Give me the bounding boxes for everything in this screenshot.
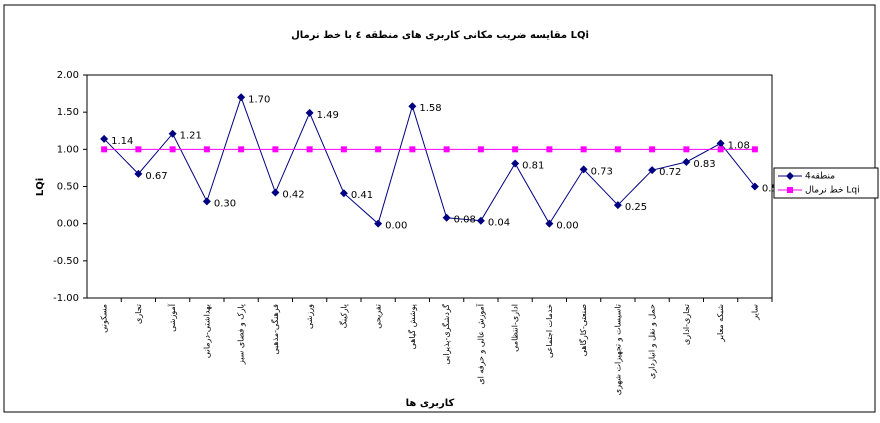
value-label: 0.25 bbox=[625, 202, 647, 213]
x-tick-label: تاسیسات و تجهیزات شهری bbox=[613, 304, 622, 395]
value-label: 0.00 bbox=[385, 221, 407, 232]
point bbox=[375, 146, 382, 153]
point bbox=[409, 146, 416, 153]
point bbox=[305, 108, 314, 117]
point bbox=[682, 157, 691, 166]
point bbox=[272, 146, 279, 153]
value-label: 1.14 bbox=[111, 136, 133, 147]
x-axis-label: کاربری ها bbox=[406, 398, 455, 409]
value-label: 1.58 bbox=[419, 103, 441, 114]
chart-title: مقایسه ضریب مکانی کاربری های منطقه ٤ با … bbox=[291, 30, 589, 41]
point bbox=[683, 146, 690, 153]
point bbox=[238, 146, 245, 153]
value-label: 0.30 bbox=[214, 198, 236, 209]
value-label: 0.81 bbox=[522, 160, 544, 171]
point bbox=[649, 146, 656, 153]
value-label: 1.70 bbox=[248, 94, 270, 105]
value-label: 0.73 bbox=[591, 166, 613, 177]
point bbox=[442, 213, 451, 222]
legend-marker bbox=[786, 172, 794, 180]
x-tick-label: تفریحی bbox=[374, 304, 383, 329]
value-label: 0.67 bbox=[145, 171, 167, 182]
value-label: 1.49 bbox=[317, 110, 339, 121]
point bbox=[340, 146, 347, 153]
y-tick-label: 1.00 bbox=[57, 144, 79, 155]
point bbox=[100, 134, 109, 143]
x-tick-label: بهداشتی-درمانی bbox=[202, 304, 211, 358]
y-tick-label: 0.00 bbox=[57, 219, 79, 230]
x-tick-label: گردشگری-پذیرایی bbox=[441, 304, 451, 365]
y-axis-label: LQi bbox=[35, 178, 46, 196]
value-label: 0.83 bbox=[693, 159, 715, 170]
legend-label: خط نرمال Lqi bbox=[805, 186, 860, 196]
point bbox=[135, 146, 142, 153]
point bbox=[168, 129, 177, 138]
value-label: 0.5 bbox=[762, 184, 778, 195]
value-label: 0.42 bbox=[282, 189, 304, 200]
point bbox=[750, 182, 759, 191]
point bbox=[717, 146, 724, 153]
point bbox=[306, 146, 313, 153]
point bbox=[648, 166, 657, 175]
series-line bbox=[103, 95, 756, 225]
value-label: 0.72 bbox=[659, 167, 681, 178]
point bbox=[101, 146, 108, 153]
point bbox=[203, 146, 210, 153]
x-tick-label: سایر bbox=[750, 304, 759, 321]
point bbox=[545, 219, 554, 228]
chart-border bbox=[3, 4, 876, 413]
x-tick-label: شبکه معابر bbox=[716, 304, 725, 343]
x-tick-label: آموزشی bbox=[167, 303, 177, 332]
x-tick-label: ورزشی bbox=[305, 304, 314, 329]
y-tick-label: -0.50 bbox=[53, 256, 79, 267]
x-tick-label: اداری-انتظامی bbox=[511, 304, 520, 352]
point bbox=[716, 139, 725, 148]
x-tick-label: آموزش عالی و حرفه ای bbox=[475, 303, 485, 384]
y-tick-label: 2.00 bbox=[57, 70, 79, 81]
point bbox=[237, 93, 246, 102]
x-tick-label: صنعتی-کارگاهی bbox=[578, 304, 588, 356]
point bbox=[477, 146, 484, 153]
point bbox=[443, 146, 450, 153]
x-tick-label: حمل و نقل و انبارداری bbox=[648, 304, 657, 379]
value-label: 0.00 bbox=[556, 221, 578, 232]
legend-marker bbox=[787, 187, 793, 193]
x-tick-label: تجاری bbox=[134, 304, 143, 324]
value-label: 1.08 bbox=[728, 140, 750, 151]
value-label: 1.21 bbox=[180, 131, 202, 142]
point bbox=[476, 216, 485, 225]
point bbox=[511, 159, 520, 168]
point bbox=[169, 146, 176, 153]
value-label: 0.04 bbox=[488, 218, 510, 229]
point bbox=[579, 165, 588, 174]
x-tick-label: پارک و فضای سبز bbox=[237, 304, 246, 365]
x-tick-label: تجاری-اداری bbox=[682, 304, 691, 345]
legend-label: منطقه4 bbox=[805, 172, 835, 182]
point bbox=[512, 146, 519, 153]
point bbox=[580, 146, 587, 153]
point bbox=[546, 146, 553, 153]
x-tick-label: پارکینگ bbox=[338, 304, 348, 328]
x-tick-label: فرهنگی-مذهبی bbox=[270, 304, 280, 355]
point bbox=[614, 146, 621, 153]
value-label: 0.41 bbox=[351, 190, 373, 201]
x-tick-label: مسکونی bbox=[100, 304, 109, 333]
value-label: 0.08 bbox=[454, 215, 476, 226]
point bbox=[271, 188, 280, 197]
point bbox=[408, 102, 417, 111]
x-tick-label: پوشش گیاهی bbox=[407, 304, 417, 349]
x-tick-label: خدمات اجتماعی bbox=[545, 304, 554, 358]
point bbox=[374, 219, 383, 228]
point bbox=[751, 146, 758, 153]
point bbox=[339, 189, 348, 198]
y-tick-label: -1.00 bbox=[53, 293, 79, 304]
point bbox=[202, 197, 211, 206]
y-tick-label: 0.50 bbox=[57, 182, 79, 193]
point bbox=[613, 201, 622, 210]
point bbox=[134, 169, 143, 178]
y-tick-label: 1.50 bbox=[57, 107, 79, 118]
